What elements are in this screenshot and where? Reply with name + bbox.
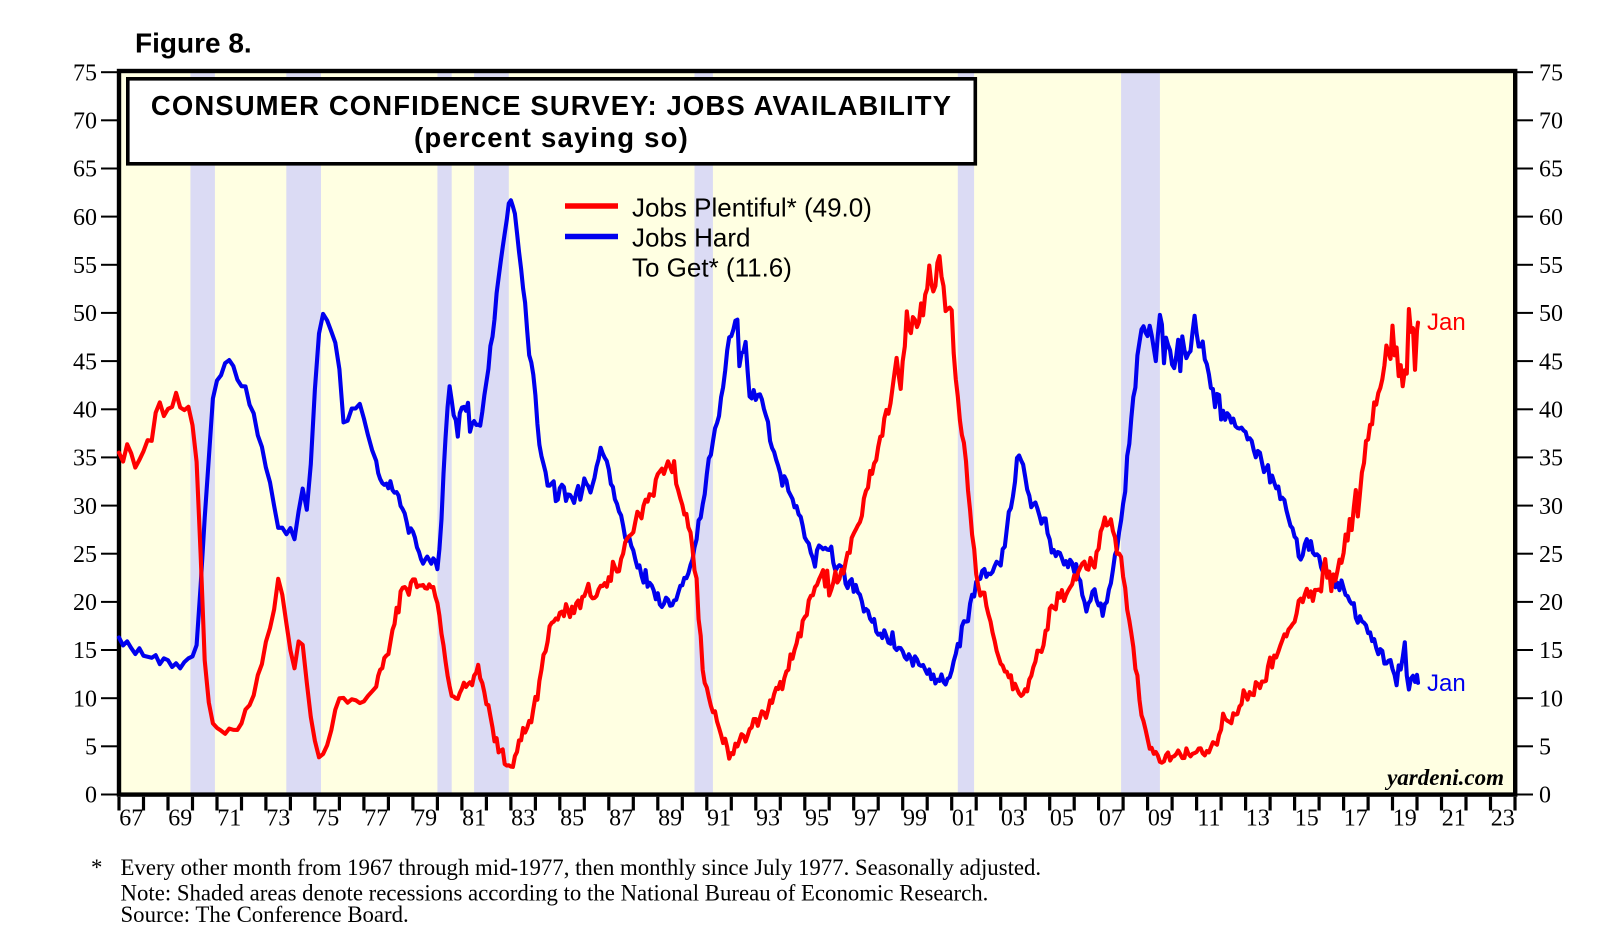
svg-text:60: 60	[1539, 205, 1563, 231]
svg-text:45: 45	[1539, 349, 1563, 375]
svg-text:yardeni.com: yardeni.com	[1384, 765, 1504, 790]
svg-text:40: 40	[73, 398, 97, 424]
svg-text:Note: Shaded areas denote rece: Note: Shaded areas denote recessions acc…	[121, 881, 989, 906]
svg-text:15: 15	[1539, 638, 1563, 664]
svg-text:17: 17	[1344, 806, 1368, 832]
svg-text:79: 79	[413, 806, 437, 832]
svg-text:40: 40	[1539, 398, 1563, 424]
svg-text:97: 97	[854, 806, 878, 832]
svg-text:65: 65	[1539, 157, 1563, 183]
svg-text:70: 70	[1539, 109, 1563, 135]
svg-text:95: 95	[805, 806, 829, 832]
svg-text:89: 89	[658, 806, 682, 832]
svg-text:10: 10	[73, 686, 97, 712]
svg-text:To Get* (11.6): To Get* (11.6)	[632, 253, 792, 283]
svg-text:73: 73	[266, 806, 290, 832]
svg-text:75: 75	[73, 60, 97, 86]
svg-text:(percent saying so): (percent saying so)	[414, 122, 689, 153]
svg-text:93: 93	[756, 806, 780, 832]
svg-text:25: 25	[73, 542, 97, 568]
svg-text:30: 30	[1539, 494, 1563, 520]
svg-text:0: 0	[1539, 783, 1551, 809]
svg-text:Jobs Plentiful* (49.0): Jobs Plentiful* (49.0)	[632, 193, 872, 223]
svg-text:23: 23	[1491, 806, 1515, 832]
svg-text:*: *	[91, 855, 102, 880]
svg-text:35: 35	[1539, 446, 1563, 472]
svg-text:83: 83	[511, 806, 535, 832]
svg-text:5: 5	[1539, 735, 1551, 761]
svg-text:10: 10	[1539, 686, 1563, 712]
svg-text:Jan: Jan	[1427, 309, 1466, 336]
svg-text:45: 45	[73, 349, 97, 375]
svg-text:35: 35	[73, 446, 97, 472]
svg-text:65: 65	[73, 157, 97, 183]
svg-text:30: 30	[73, 494, 97, 520]
svg-text:0: 0	[85, 783, 97, 809]
svg-text:15: 15	[73, 638, 97, 664]
svg-text:15: 15	[1295, 806, 1319, 832]
svg-text:05: 05	[1050, 806, 1074, 832]
svg-text:50: 50	[73, 301, 97, 327]
svg-text:69: 69	[168, 806, 192, 832]
svg-text:87: 87	[609, 806, 633, 832]
svg-text:Jan: Jan	[1427, 670, 1466, 697]
svg-text:13: 13	[1246, 806, 1270, 832]
svg-text:CONSUMER CONFIDENCE SURVEY: JO: CONSUMER CONFIDENCE SURVEY: JOBS AVAILAB…	[151, 90, 952, 121]
svg-text:85: 85	[560, 806, 584, 832]
svg-text:67: 67	[119, 806, 143, 832]
svg-text:99: 99	[903, 806, 927, 832]
svg-text:03: 03	[1001, 806, 1025, 832]
svg-text:81: 81	[462, 806, 486, 832]
svg-text:71: 71	[217, 806, 241, 832]
svg-text:91: 91	[707, 806, 731, 832]
svg-text:20: 20	[73, 590, 97, 616]
svg-text:55: 55	[1539, 253, 1563, 279]
svg-text:21: 21	[1442, 806, 1466, 832]
svg-text:75: 75	[315, 806, 339, 832]
svg-text:77: 77	[364, 806, 388, 832]
svg-text:11: 11	[1197, 806, 1220, 832]
svg-text:75: 75	[1539, 60, 1563, 86]
svg-text:60: 60	[73, 205, 97, 231]
svg-text:Jobs Hard: Jobs Hard	[632, 223, 751, 253]
svg-text:Figure 8.: Figure 8.	[135, 28, 252, 59]
svg-text:50: 50	[1539, 301, 1563, 327]
svg-text:25: 25	[1539, 542, 1563, 568]
svg-text:70: 70	[73, 109, 97, 135]
svg-text:07: 07	[1099, 806, 1123, 832]
svg-text:19: 19	[1393, 806, 1417, 832]
svg-text:20: 20	[1539, 590, 1563, 616]
svg-text:09: 09	[1148, 806, 1172, 832]
svg-text:Every other month from 1967 th: Every other month from 1967 through mid-…	[121, 855, 1042, 880]
svg-text:5: 5	[85, 735, 97, 761]
svg-text:55: 55	[73, 253, 97, 279]
svg-text:Source: The Conference Board.: Source: The Conference Board.	[121, 902, 409, 927]
svg-text:01: 01	[952, 806, 976, 832]
